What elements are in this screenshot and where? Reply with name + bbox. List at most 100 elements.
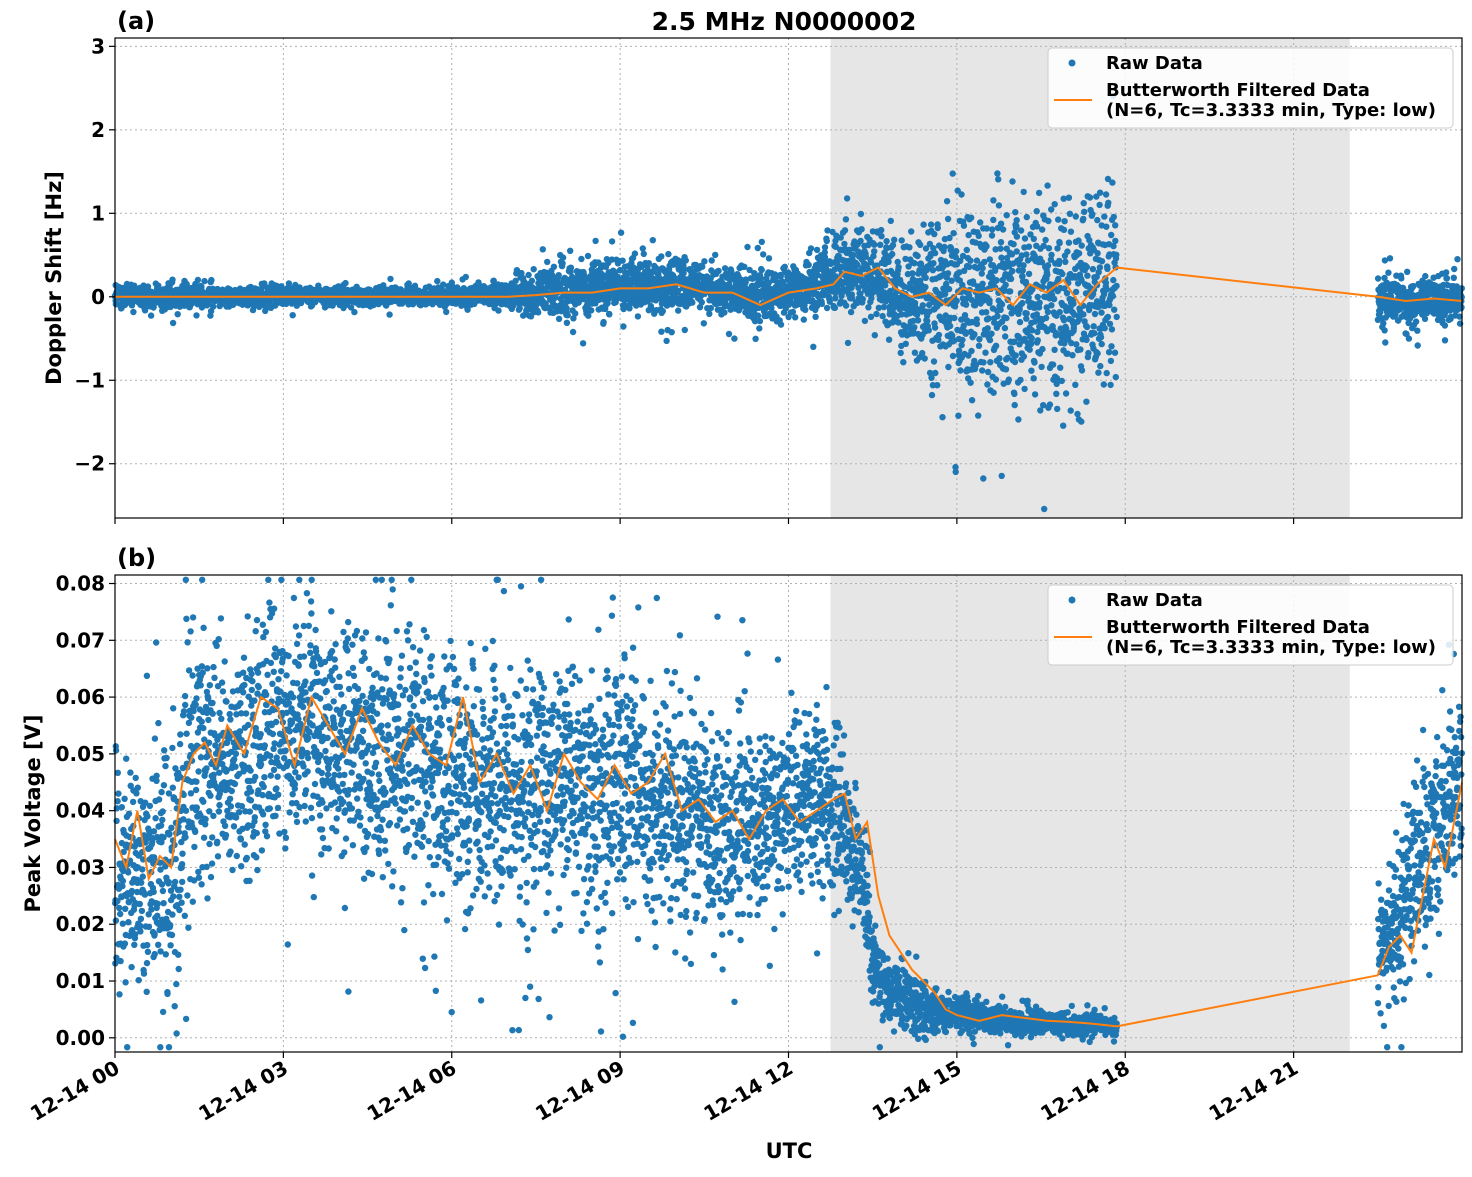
raw-point xyxy=(741,264,747,270)
raw-point xyxy=(802,307,808,313)
raw-point xyxy=(170,320,176,326)
raw-point xyxy=(759,267,765,273)
raw-point xyxy=(843,302,849,308)
raw-point xyxy=(699,299,705,305)
raw-point xyxy=(950,230,956,236)
raw-point xyxy=(1007,288,1013,294)
raw-point xyxy=(1019,300,1025,306)
raw-point xyxy=(878,233,884,239)
raw-point xyxy=(619,258,625,264)
raw-point xyxy=(701,320,707,326)
raw-point xyxy=(1084,264,1090,270)
raw-point xyxy=(1045,309,1051,315)
raw-point xyxy=(1048,206,1054,212)
raw-point xyxy=(993,277,999,283)
raw-point xyxy=(945,270,951,276)
raw-point xyxy=(1053,391,1059,397)
raw-point xyxy=(858,226,864,232)
raw-point xyxy=(792,314,798,320)
raw-point xyxy=(1023,310,1029,316)
raw-point xyxy=(1105,314,1111,320)
raw-point xyxy=(946,286,952,292)
raw-point xyxy=(1052,201,1058,207)
raw-point xyxy=(1079,367,1085,373)
raw-point xyxy=(879,313,885,319)
raw-point xyxy=(1109,179,1115,185)
raw-point xyxy=(1044,272,1050,278)
raw-point xyxy=(1105,200,1111,206)
raw-point xyxy=(1014,233,1020,239)
raw-point xyxy=(908,228,914,234)
raw-point xyxy=(990,197,996,203)
raw-point xyxy=(969,397,975,403)
raw-point xyxy=(872,332,878,338)
raw-point xyxy=(1012,402,1018,408)
raw-point xyxy=(923,275,929,281)
raw-point xyxy=(934,382,940,388)
raw-point xyxy=(540,246,546,252)
raw-point xyxy=(766,255,772,261)
raw-point xyxy=(712,252,718,258)
raw-point xyxy=(980,475,986,481)
raw-point xyxy=(1024,214,1030,220)
raw-point xyxy=(1043,315,1049,321)
raw-point xyxy=(463,274,469,280)
raw-point xyxy=(931,358,937,364)
raw-point xyxy=(646,260,652,266)
raw-point xyxy=(1110,293,1116,299)
raw-point xyxy=(618,230,624,236)
raw-point xyxy=(979,367,985,373)
raw-point xyxy=(1443,269,1449,275)
raw-point xyxy=(928,221,934,227)
raw-point xyxy=(1375,275,1381,281)
raw-point xyxy=(843,216,849,222)
raw-point xyxy=(709,257,715,263)
raw-point xyxy=(998,239,1004,245)
raw-point xyxy=(983,309,989,315)
raw-point xyxy=(1099,258,1105,264)
raw-point xyxy=(1066,240,1072,246)
raw-point xyxy=(944,198,950,204)
raw-point xyxy=(1090,266,1096,272)
raw-point xyxy=(1051,347,1057,353)
raw-point xyxy=(588,307,594,313)
raw-point xyxy=(1048,252,1054,258)
raw-point xyxy=(1111,214,1117,220)
raw-point xyxy=(860,296,866,302)
raw-point xyxy=(922,284,928,290)
raw-point xyxy=(1109,326,1115,332)
raw-point xyxy=(609,238,615,244)
raw-point xyxy=(976,336,982,342)
raw-point xyxy=(1056,240,1062,246)
raw-point xyxy=(1103,280,1109,286)
raw-point xyxy=(565,312,571,318)
raw-point xyxy=(660,308,666,314)
raw-point xyxy=(990,390,996,396)
raw-point xyxy=(1009,268,1015,274)
raw-point xyxy=(1083,399,1089,405)
raw-point xyxy=(1104,266,1110,272)
raw-point xyxy=(968,348,974,354)
raw-point xyxy=(1003,282,1009,288)
raw-point xyxy=(971,331,977,337)
raw-point xyxy=(1000,226,1006,232)
raw-point xyxy=(1442,322,1448,328)
raw-point xyxy=(560,254,566,260)
raw-point xyxy=(517,305,523,311)
raw-point xyxy=(658,253,664,259)
raw-point xyxy=(1104,286,1110,292)
raw-point xyxy=(1028,368,1034,374)
raw-point xyxy=(682,327,688,333)
raw-point xyxy=(950,353,956,359)
raw-point xyxy=(342,280,348,286)
raw-point xyxy=(689,299,695,305)
raw-point xyxy=(1014,248,1020,254)
raw-point xyxy=(1013,223,1019,229)
raw-point xyxy=(752,336,758,342)
raw-point xyxy=(1089,211,1095,217)
raw-point xyxy=(1031,236,1037,242)
raw-point xyxy=(932,370,938,376)
raw-point xyxy=(844,195,850,201)
raw-point xyxy=(387,276,393,282)
raw-point xyxy=(525,272,531,278)
